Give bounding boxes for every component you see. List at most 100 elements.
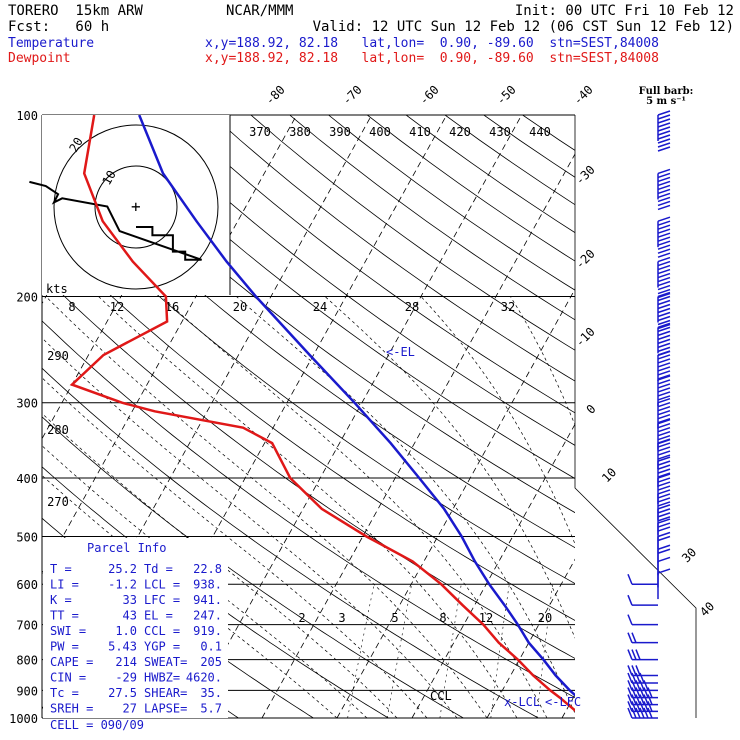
wind-barb-flag <box>657 354 671 360</box>
parcel-row-label2: YGP = <box>144 640 180 654</box>
dry-adiabat-line <box>42 228 575 621</box>
wind-barb-flag <box>657 422 671 429</box>
theta-label: 370 <box>249 125 271 139</box>
wind-barb-flag <box>657 413 671 420</box>
dry-adiabat-line <box>483 115 575 178</box>
mixing-ratio-label: 8 <box>68 300 75 314</box>
pressure-tick-label: 900 <box>16 684 38 698</box>
wind-barb-flag <box>657 110 671 116</box>
wind-barb-flag <box>657 350 671 356</box>
wind-barb-flag <box>643 694 649 705</box>
wind-barb-flag <box>657 138 671 144</box>
dry-adiabat-line <box>289 115 575 321</box>
wind-barb-flag <box>657 434 671 441</box>
wind-barb-flag <box>657 379 671 385</box>
wind-barb-flag <box>657 228 671 234</box>
wind-barb-flag <box>627 707 633 719</box>
isotherm-label: 30 <box>679 545 699 565</box>
wind-barb-flag <box>657 244 671 250</box>
wind-barb <box>627 614 658 626</box>
temperature-profile-line <box>138 115 575 697</box>
wind-barb <box>627 573 658 585</box>
wind-barb-flag <box>657 292 671 299</box>
wind-barb-flag <box>657 220 671 226</box>
wind-barb-flag <box>657 391 671 397</box>
theta-left-label: 290 <box>47 349 69 363</box>
wind-barb-flag <box>627 687 633 698</box>
wind-barb-flag <box>657 426 671 433</box>
wind-barb-flag <box>657 375 671 381</box>
pressure-tick-label: 500 <box>16 530 38 544</box>
wind-barb-flag <box>639 707 645 719</box>
isotherm-label: -50 <box>494 83 519 108</box>
wind-barb-flag <box>635 665 641 676</box>
wind-barb-flag <box>657 430 671 437</box>
mixing-ratio-label: 28 <box>405 300 419 314</box>
parcel-row-value: 27.5 <box>108 686 137 700</box>
wind-barb <box>657 291 671 330</box>
dry-adiabat-line <box>42 140 575 549</box>
hodograph-ring-label: 20 <box>66 135 85 155</box>
pressure-tick-label: 600 <box>16 578 38 592</box>
parcel-row-label2: LAPSE= <box>144 702 187 716</box>
wind-barb-flag <box>657 240 671 246</box>
parcel-row-value: 214 <box>115 655 137 669</box>
parcel-row-label2: SHEAR= <box>144 686 187 700</box>
isotherm-label: 0 <box>584 402 599 417</box>
wind-barb-flag <box>657 472 671 478</box>
isotherm-line <box>637 115 740 718</box>
wind-barb-flag <box>657 260 671 267</box>
moist-adiabat-line <box>510 296 575 426</box>
wind-barb-flag <box>657 362 671 368</box>
wind-barb-flag <box>657 248 671 254</box>
wind-barb-flag <box>657 544 671 550</box>
wind-barb-flag <box>657 518 671 524</box>
dry-adiabat-line <box>367 115 575 262</box>
isotherm-label: -60 <box>417 83 442 108</box>
wind-barb-flag <box>657 366 671 372</box>
wind-barb-flag <box>657 142 671 148</box>
wind-barb-flag <box>657 180 671 187</box>
hodograph-units-label: kts <box>46 282 68 296</box>
theta-label: 400 <box>369 125 391 139</box>
dry-adiabat-line <box>522 115 575 151</box>
wind-barb-flag <box>657 383 671 389</box>
wind-barb-flag <box>657 512 671 518</box>
wind-barb-flag <box>657 485 671 491</box>
wind-barb-flag <box>643 680 649 691</box>
parcel-row-value2: 5.7 <box>200 702 222 716</box>
parcel-row-label2: EL = <box>144 609 173 623</box>
wind-barb-flag <box>657 489 671 495</box>
wind-barb-flag <box>643 707 649 719</box>
parcel-row-value: 33 <box>123 593 137 607</box>
wind-barb-flag <box>657 122 671 128</box>
wind-barb-flag <box>631 665 637 676</box>
dry-adiabat-line <box>42 273 575 659</box>
wind-barb-flag <box>635 672 641 684</box>
parcel-row-value: 43 <box>123 609 137 623</box>
parcel-row-label: CIN = <box>50 671 86 685</box>
parcel-row-value2: 247. <box>193 609 222 623</box>
barb-legend-line1: Full barb: <box>639 86 694 97</box>
wind-barb-flag <box>643 687 649 698</box>
dry-adiabat-line <box>95 115 575 479</box>
wind-barb-flag <box>657 346 671 353</box>
parcel-cell: CELL = 090/09 <box>50 718 144 732</box>
mixing-ratio-bottom-label: 5 <box>391 611 398 625</box>
wind-barb-flag <box>627 701 633 712</box>
wind-barb-flag <box>657 236 671 242</box>
mixing-ratio-line <box>387 584 412 718</box>
wind-barb-flag <box>657 200 671 207</box>
parcel-row-label: TT = <box>50 609 79 623</box>
wind-barb-flag <box>657 401 671 408</box>
isotherm-line <box>42 115 298 575</box>
theta-left-label: 270 <box>47 495 69 509</box>
parcel-row-value2: 35. <box>200 686 222 700</box>
wind-barb-flag <box>657 295 671 302</box>
parcel-row-label2: LFC = <box>144 593 180 607</box>
wind-barb-flag <box>657 126 671 132</box>
hodograph-center-mark: + <box>131 197 141 216</box>
temperature-legend: Temperature <box>8 36 95 51</box>
barb-legend-line2: 5 m s⁻¹ <box>646 96 686 107</box>
wind-barb-flag <box>657 184 671 191</box>
